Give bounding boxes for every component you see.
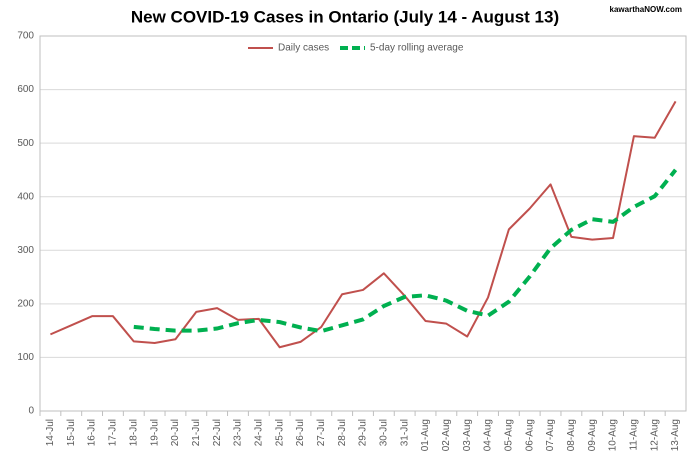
x-tick-label: 08-Aug bbox=[566, 419, 577, 451]
legend-label: Daily cases bbox=[278, 43, 329, 54]
x-tick-label: 28-Jul bbox=[337, 419, 348, 446]
x-tick-label: 25-Jul bbox=[274, 419, 285, 446]
x-tick-label: 24-Jul bbox=[253, 419, 264, 446]
x-tick-label: 22-Jul bbox=[212, 419, 223, 446]
y-tick-label: 300 bbox=[17, 245, 34, 256]
y-tick-label: 700 bbox=[17, 31, 34, 42]
x-tick-label: 29-Jul bbox=[358, 419, 369, 446]
x-tick-label: 27-Jul bbox=[316, 419, 327, 446]
legend-label: 5-day rolling average bbox=[370, 43, 464, 54]
x-tick-label: 31-Jul bbox=[399, 419, 410, 446]
y-tick-label: 200 bbox=[17, 298, 34, 309]
y-tick-label: 600 bbox=[17, 84, 34, 95]
y-tick-label: 100 bbox=[17, 352, 34, 363]
x-tick-label: 16-Jul bbox=[87, 419, 98, 446]
x-tick-label: 10-Aug bbox=[608, 419, 619, 451]
chart-title: New COVID-19 Cases in Ontario (July 14 -… bbox=[131, 7, 559, 26]
x-tick-label: 01-Aug bbox=[420, 419, 431, 451]
x-tick-label: 12-Aug bbox=[649, 419, 660, 451]
x-tick-label: 13-Aug bbox=[670, 419, 681, 451]
x-tick-label: 04-Aug bbox=[483, 419, 494, 451]
y-tick-label: 500 bbox=[17, 138, 34, 149]
x-tick-label: 02-Aug bbox=[441, 419, 452, 451]
x-tick-label: 03-Aug bbox=[462, 419, 473, 451]
y-tick-label: 400 bbox=[17, 191, 34, 202]
x-tick-label: 19-Jul bbox=[149, 419, 160, 446]
x-tick-label: 11-Aug bbox=[629, 419, 640, 451]
x-tick-label: 26-Jul bbox=[295, 419, 306, 446]
x-tick-label: 20-Jul bbox=[170, 419, 181, 446]
line-series bbox=[133, 168, 678, 334]
x-tick-label: 14-Jul bbox=[45, 419, 56, 446]
x-tick-label: 09-Aug bbox=[587, 419, 598, 451]
x-tick-label: 21-Jul bbox=[191, 419, 202, 446]
x-tick-label: 23-Jul bbox=[233, 419, 244, 446]
plot-border bbox=[39, 35, 687, 412]
y-tick-label: 0 bbox=[28, 406, 34, 417]
x-tick-label: 05-Aug bbox=[504, 419, 515, 451]
x-tick-label: 18-Jul bbox=[128, 419, 139, 446]
x-tick-label: 17-Jul bbox=[108, 419, 119, 446]
x-tick-label: 06-Aug bbox=[524, 419, 535, 451]
x-tick-label: 15-Jul bbox=[66, 419, 77, 446]
x-tick-label: 30-Jul bbox=[378, 419, 389, 446]
watermark: kawarthaNOW.com bbox=[610, 5, 682, 14]
x-tick-label: 07-Aug bbox=[545, 419, 556, 451]
line-series bbox=[50, 100, 677, 349]
